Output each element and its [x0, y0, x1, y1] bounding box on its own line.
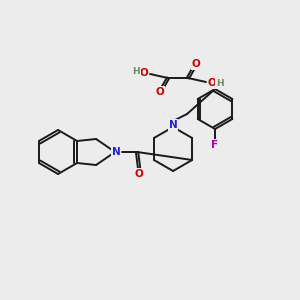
Text: N: N	[169, 120, 177, 130]
Text: O: O	[208, 78, 216, 88]
Text: O: O	[156, 87, 164, 97]
Text: H: H	[216, 80, 224, 88]
Text: O: O	[192, 59, 200, 69]
Text: F: F	[212, 140, 219, 150]
Text: O: O	[140, 68, 148, 78]
Text: N: N	[112, 147, 120, 157]
Text: H: H	[132, 68, 140, 76]
Text: O: O	[135, 169, 143, 179]
